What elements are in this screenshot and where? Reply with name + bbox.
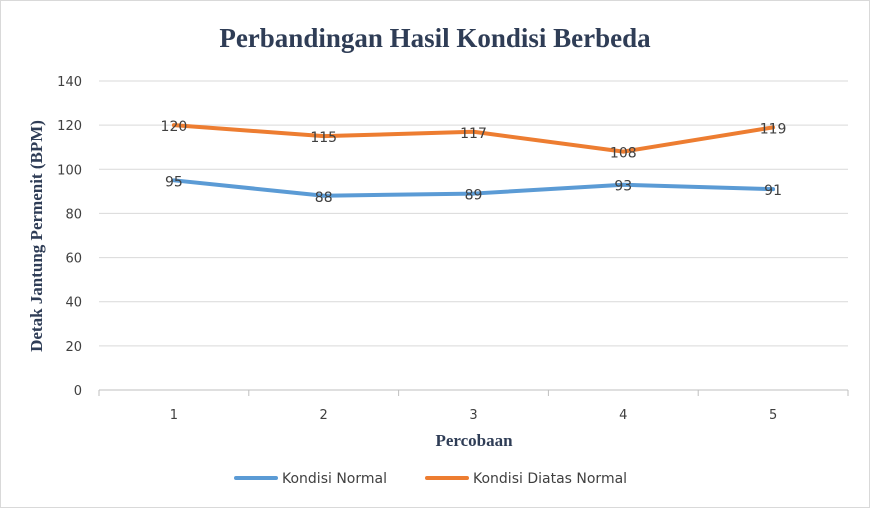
x-axis: 1 2 3 4 5 [98, 389, 849, 423]
data-labels: 95 88 89 93 91 120 115 117 108 119 [161, 119, 787, 206]
data-label: 91 [764, 183, 782, 199]
series-lines [171, 123, 776, 198]
y-axis-title: Detak Jantung Permenit (BPM) [27, 120, 46, 352]
y-tick-label: 80 [65, 207, 82, 222]
data-label: 115 [310, 130, 337, 146]
y-axis-ticks: 0 20 40 60 80 100 120 140 [57, 75, 82, 399]
y-tick-label: 40 [65, 296, 82, 311]
gridlines [99, 80, 848, 391]
series-line-2 [171, 123, 776, 154]
y-tick-label: 60 [65, 252, 82, 267]
x-tick-label: 2 [320, 408, 328, 423]
legend-label-2: Kondisi Diatas Normal [473, 471, 627, 487]
x-tick-label: 1 [170, 408, 178, 423]
chart-title: Perbandingan Hasil Kondisi Berbeda [219, 23, 651, 53]
y-tick-label: 100 [57, 163, 82, 178]
y-tick-label: 120 [57, 119, 82, 134]
data-label: 95 [165, 174, 183, 190]
y-tick-label: 140 [57, 75, 82, 90]
data-label: 93 [614, 179, 632, 195]
data-label: 108 [610, 146, 637, 162]
x-tick-label: 4 [619, 408, 627, 423]
data-label: 120 [161, 119, 188, 135]
legend-label-1: Kondisi Normal [282, 471, 387, 487]
x-axis-title: Percobaan [435, 431, 513, 450]
y-tick-label: 20 [65, 340, 82, 355]
legend: Kondisi Normal Kondisi Diatas Normal [234, 471, 627, 487]
y-tick-label: 0 [74, 384, 82, 399]
data-label: 119 [760, 121, 787, 137]
data-label: 89 [465, 188, 483, 204]
x-tick-label: 3 [469, 408, 477, 423]
series-line-1 [171, 178, 776, 198]
x-tick-label: 5 [769, 408, 777, 423]
data-label: 88 [315, 190, 333, 206]
data-label: 117 [460, 126, 487, 142]
